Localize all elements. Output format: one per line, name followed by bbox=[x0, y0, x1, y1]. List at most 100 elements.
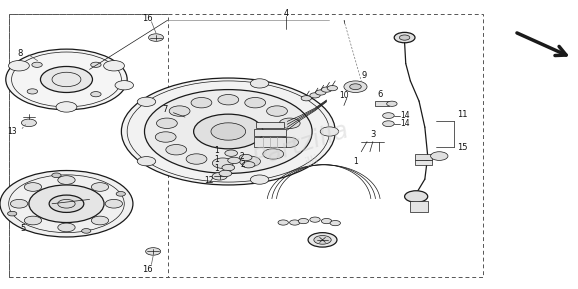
Circle shape bbox=[186, 154, 207, 164]
Circle shape bbox=[58, 223, 75, 232]
Circle shape bbox=[24, 183, 42, 191]
Circle shape bbox=[8, 211, 17, 216]
Circle shape bbox=[91, 62, 101, 67]
Circle shape bbox=[278, 220, 288, 225]
Circle shape bbox=[27, 89, 38, 94]
Bar bbox=[9, 14, 483, 277]
Circle shape bbox=[49, 195, 84, 212]
Text: 16: 16 bbox=[142, 14, 153, 23]
Bar bbox=[415, 160, 432, 165]
Circle shape bbox=[58, 176, 75, 184]
Circle shape bbox=[387, 101, 397, 106]
Circle shape bbox=[301, 96, 312, 101]
Circle shape bbox=[327, 86, 338, 91]
Circle shape bbox=[81, 229, 91, 233]
Circle shape bbox=[242, 162, 255, 168]
Circle shape bbox=[316, 90, 326, 95]
Circle shape bbox=[52, 173, 61, 178]
Circle shape bbox=[103, 61, 124, 71]
Circle shape bbox=[266, 106, 287, 116]
Circle shape bbox=[244, 97, 265, 108]
Text: illi: illi bbox=[303, 153, 321, 170]
Circle shape bbox=[169, 106, 190, 116]
Circle shape bbox=[279, 118, 300, 129]
Circle shape bbox=[383, 113, 394, 118]
Text: 8: 8 bbox=[17, 49, 23, 58]
Text: 5: 5 bbox=[20, 224, 26, 233]
Circle shape bbox=[194, 114, 263, 149]
Text: 12: 12 bbox=[205, 176, 214, 185]
Circle shape bbox=[239, 154, 252, 161]
Circle shape bbox=[91, 183, 109, 191]
Text: 9: 9 bbox=[361, 71, 367, 80]
Text: Partzilla: Partzilla bbox=[249, 118, 352, 171]
Circle shape bbox=[155, 132, 176, 142]
Circle shape bbox=[310, 217, 320, 222]
Circle shape bbox=[399, 35, 410, 40]
Text: 13: 13 bbox=[7, 127, 16, 136]
Circle shape bbox=[40, 66, 92, 92]
Text: 4: 4 bbox=[283, 8, 289, 18]
Circle shape bbox=[383, 121, 394, 127]
Circle shape bbox=[277, 137, 298, 148]
Circle shape bbox=[211, 123, 246, 140]
Text: 15: 15 bbox=[457, 143, 468, 153]
Circle shape bbox=[431, 152, 448, 160]
Circle shape bbox=[137, 157, 155, 166]
Text: 14: 14 bbox=[400, 111, 409, 120]
Text: 1: 1 bbox=[214, 155, 219, 164]
Circle shape bbox=[144, 90, 312, 173]
Text: 16: 16 bbox=[142, 265, 153, 274]
Circle shape bbox=[250, 175, 269, 184]
Circle shape bbox=[29, 185, 104, 223]
Bar bbox=[375, 101, 389, 106]
Circle shape bbox=[394, 32, 415, 43]
Circle shape bbox=[405, 191, 428, 202]
Bar bbox=[9, 14, 168, 277]
Circle shape bbox=[321, 87, 332, 92]
Bar bbox=[254, 129, 286, 136]
Text: 2: 2 bbox=[240, 160, 245, 169]
Circle shape bbox=[218, 95, 239, 105]
Circle shape bbox=[91, 216, 109, 225]
Circle shape bbox=[146, 248, 161, 255]
Circle shape bbox=[350, 84, 361, 90]
Circle shape bbox=[137, 97, 155, 106]
Circle shape bbox=[10, 199, 28, 208]
Text: 11: 11 bbox=[457, 110, 468, 119]
Text: 7: 7 bbox=[162, 105, 168, 114]
Circle shape bbox=[121, 78, 335, 185]
Circle shape bbox=[6, 49, 127, 110]
Text: 10: 10 bbox=[340, 91, 349, 100]
Circle shape bbox=[290, 220, 300, 225]
Circle shape bbox=[166, 144, 187, 155]
Bar bbox=[410, 201, 428, 212]
Circle shape bbox=[91, 92, 101, 97]
Circle shape bbox=[212, 158, 233, 168]
Circle shape bbox=[32, 62, 42, 67]
Text: 1: 1 bbox=[214, 146, 219, 155]
Text: 1: 1 bbox=[214, 164, 219, 173]
Bar bbox=[415, 154, 432, 160]
Circle shape bbox=[149, 34, 164, 41]
Text: 6: 6 bbox=[377, 90, 383, 99]
Text: 14: 14 bbox=[400, 119, 409, 128]
Circle shape bbox=[310, 93, 320, 98]
Text: 2: 2 bbox=[239, 151, 244, 161]
Circle shape bbox=[24, 216, 42, 225]
Circle shape bbox=[344, 81, 367, 92]
Circle shape bbox=[308, 233, 337, 247]
Circle shape bbox=[212, 173, 227, 180]
Text: 3: 3 bbox=[370, 130, 376, 139]
Circle shape bbox=[116, 192, 125, 196]
Circle shape bbox=[9, 61, 29, 71]
Circle shape bbox=[298, 218, 309, 224]
Circle shape bbox=[222, 164, 235, 171]
Circle shape bbox=[320, 127, 339, 136]
Bar bbox=[254, 137, 286, 147]
Circle shape bbox=[263, 149, 284, 159]
Circle shape bbox=[240, 156, 261, 166]
Circle shape bbox=[105, 199, 123, 208]
Bar bbox=[256, 122, 284, 128]
Circle shape bbox=[250, 79, 269, 88]
